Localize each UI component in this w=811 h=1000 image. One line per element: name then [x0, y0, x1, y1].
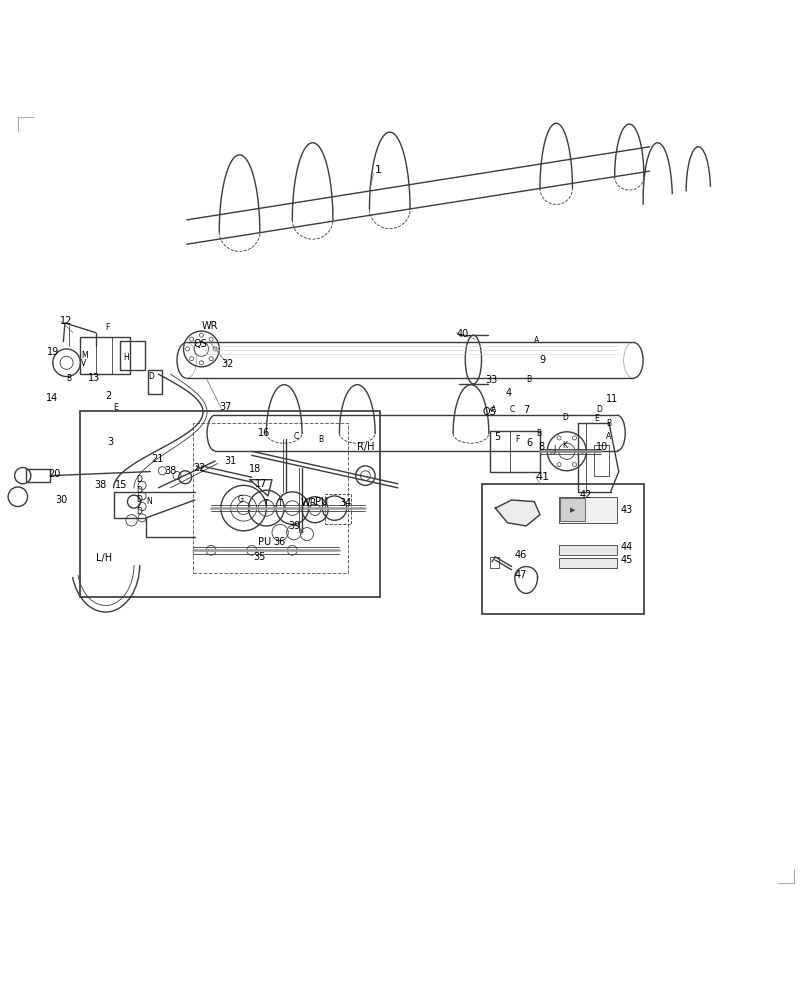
Text: 43: 43 — [620, 505, 632, 515]
Bar — [193, 423, 347, 573]
Text: 21: 21 — [151, 454, 163, 464]
Text: 5: 5 — [493, 432, 500, 442]
Text: 10: 10 — [595, 442, 607, 452]
Text: D: D — [136, 507, 142, 516]
Text: PU: PU — [258, 537, 271, 547]
Text: B: B — [526, 375, 530, 384]
Text: 7: 7 — [522, 405, 529, 415]
Text: 33: 33 — [485, 375, 497, 385]
Text: 19: 19 — [47, 347, 59, 357]
Text: WR: WR — [201, 321, 217, 331]
Text: PU: PU — [315, 497, 328, 507]
Bar — [324, 494, 350, 524]
Text: B: B — [67, 374, 71, 383]
Text: D: D — [595, 405, 601, 414]
Text: WR: WR — [300, 498, 316, 508]
Text: 17: 17 — [255, 479, 267, 489]
Text: B: B — [318, 435, 323, 444]
Text: 12: 12 — [60, 316, 72, 326]
Polygon shape — [495, 500, 539, 526]
Text: G: G — [238, 495, 243, 504]
Text: E: E — [114, 403, 118, 412]
Text: B: B — [605, 419, 610, 428]
Text: QS: QS — [482, 407, 496, 417]
Text: 20: 20 — [49, 469, 61, 479]
Text: 30: 30 — [55, 495, 67, 505]
Text: 6: 6 — [526, 438, 532, 448]
Text: A: A — [605, 432, 610, 441]
Text: ▶: ▶ — [569, 507, 574, 513]
Text: D: D — [136, 475, 142, 484]
Text: 39: 39 — [288, 521, 300, 531]
Text: 34: 34 — [339, 498, 351, 508]
Text: QS: QS — [193, 339, 207, 349]
Text: 11: 11 — [605, 393, 617, 403]
Text: D: D — [136, 495, 142, 504]
Text: E: E — [594, 414, 599, 423]
Text: D: D — [561, 413, 567, 422]
Text: C: C — [509, 405, 514, 414]
Bar — [560, 498, 584, 521]
Text: 44: 44 — [620, 542, 632, 552]
Text: F: F — [514, 435, 518, 444]
Bar — [558, 497, 616, 523]
Text: 31: 31 — [224, 456, 236, 466]
Text: 47: 47 — [514, 570, 526, 580]
Bar — [490, 557, 498, 568]
Bar — [26, 469, 50, 482]
Text: 2: 2 — [105, 391, 112, 401]
Text: D: D — [136, 486, 142, 495]
Text: 22: 22 — [193, 463, 205, 473]
Text: 9: 9 — [539, 355, 545, 365]
Text: 1: 1 — [375, 165, 382, 175]
Text: 35: 35 — [253, 552, 265, 562]
Text: 8: 8 — [538, 442, 544, 452]
Text: 13: 13 — [88, 373, 100, 383]
Text: 41: 41 — [535, 472, 549, 482]
Text: 3: 3 — [107, 437, 114, 447]
Text: 42: 42 — [579, 490, 591, 500]
Text: V: V — [81, 359, 86, 368]
Text: A: A — [534, 336, 539, 345]
Bar — [489, 431, 539, 472]
Text: N: N — [146, 497, 152, 506]
Text: 46: 46 — [514, 550, 526, 560]
Bar — [481, 484, 643, 614]
Text: 36: 36 — [273, 537, 285, 547]
Bar — [558, 558, 616, 568]
Text: 37: 37 — [219, 402, 231, 412]
Bar — [79, 411, 380, 597]
Text: 15: 15 — [115, 480, 127, 490]
Text: 38: 38 — [164, 466, 176, 476]
Bar — [120, 341, 144, 370]
Bar — [558, 545, 616, 555]
Text: L/H: L/H — [96, 553, 112, 563]
Text: J: J — [553, 445, 556, 454]
Text: F: F — [105, 323, 109, 332]
Text: H: H — [123, 353, 129, 362]
Text: T: T — [264, 499, 268, 508]
Text: 40: 40 — [456, 329, 468, 339]
Text: T: T — [277, 499, 282, 508]
Text: D: D — [148, 372, 153, 381]
Text: M: M — [81, 351, 88, 360]
Text: 18: 18 — [248, 464, 260, 474]
Text: A: A — [490, 405, 495, 414]
Bar — [148, 370, 162, 394]
Bar — [594, 445, 608, 476]
Text: 4: 4 — [504, 388, 511, 398]
Bar — [79, 337, 130, 374]
Text: R/H: R/H — [357, 442, 375, 452]
Text: C: C — [294, 432, 298, 441]
Text: 38: 38 — [94, 480, 106, 490]
Text: K: K — [561, 441, 566, 450]
Text: 45: 45 — [620, 555, 632, 565]
Text: 14: 14 — [45, 393, 58, 403]
Text: 16: 16 — [258, 428, 270, 438]
Text: 32: 32 — [221, 359, 233, 369]
Text: B: B — [535, 429, 540, 438]
